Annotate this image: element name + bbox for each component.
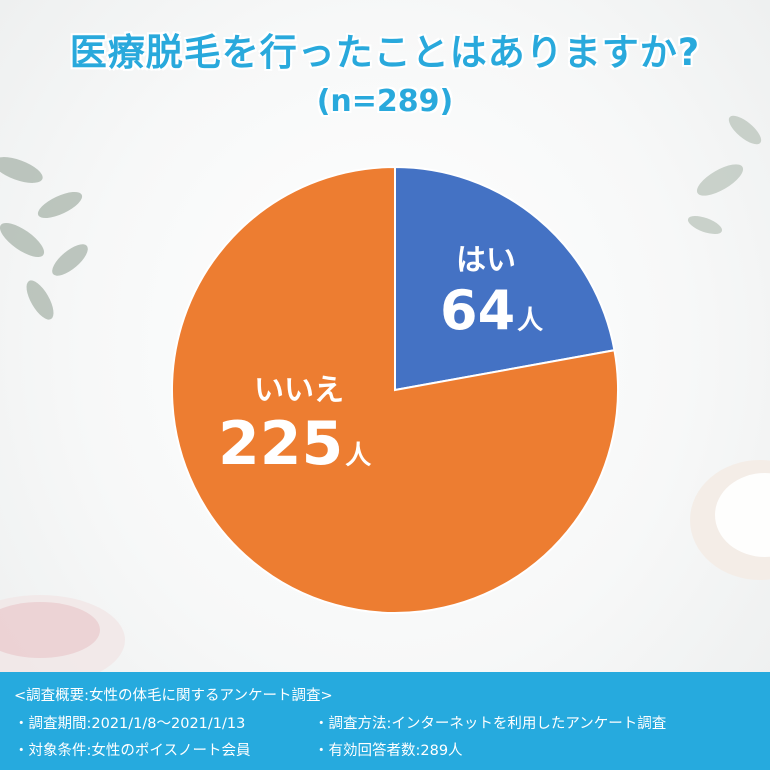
slice-label-no-name: いいえ <box>254 373 344 408</box>
slice-label-yes-unit: 人 <box>517 306 544 336</box>
slice-label-yes-value: 64 <box>440 279 516 342</box>
survey-target: ・対象条件:女性のポイスノート会員 <box>14 743 251 759</box>
survey-summary-footer: <調査概要:女性の体毛に関するアンケート調査> ・調査期間:2021/1/8〜2… <box>0 672 770 770</box>
slice-label-no-value: 225 <box>218 409 344 479</box>
pie-slice-yes <box>394 165 616 392</box>
slice-label-no: いいえ 225人 <box>218 365 371 479</box>
survey-period: ・調査期間:2021/1/8〜2021/1/13 <box>14 716 246 732</box>
survey-summary-heading: <調査概要:女性の体毛に関するアンケート調査> <box>14 688 333 704</box>
survey-method: ・調査方法:インターネットを利用したアンケート調査 <box>314 716 667 732</box>
slice-label-no-unit: 人 <box>345 441 372 471</box>
pie-slice-no <box>171 165 619 614</box>
chart-title: 医療脱毛を行ったことはありますか? <box>69 31 701 74</box>
slice-label-yes: はい 64人 <box>440 235 543 342</box>
slice-label-yes-name: はい <box>456 243 516 278</box>
survey-respondents: ・有効回答者数:289人 <box>314 743 463 759</box>
chart-subtitle: (n=289) <box>316 84 454 119</box>
